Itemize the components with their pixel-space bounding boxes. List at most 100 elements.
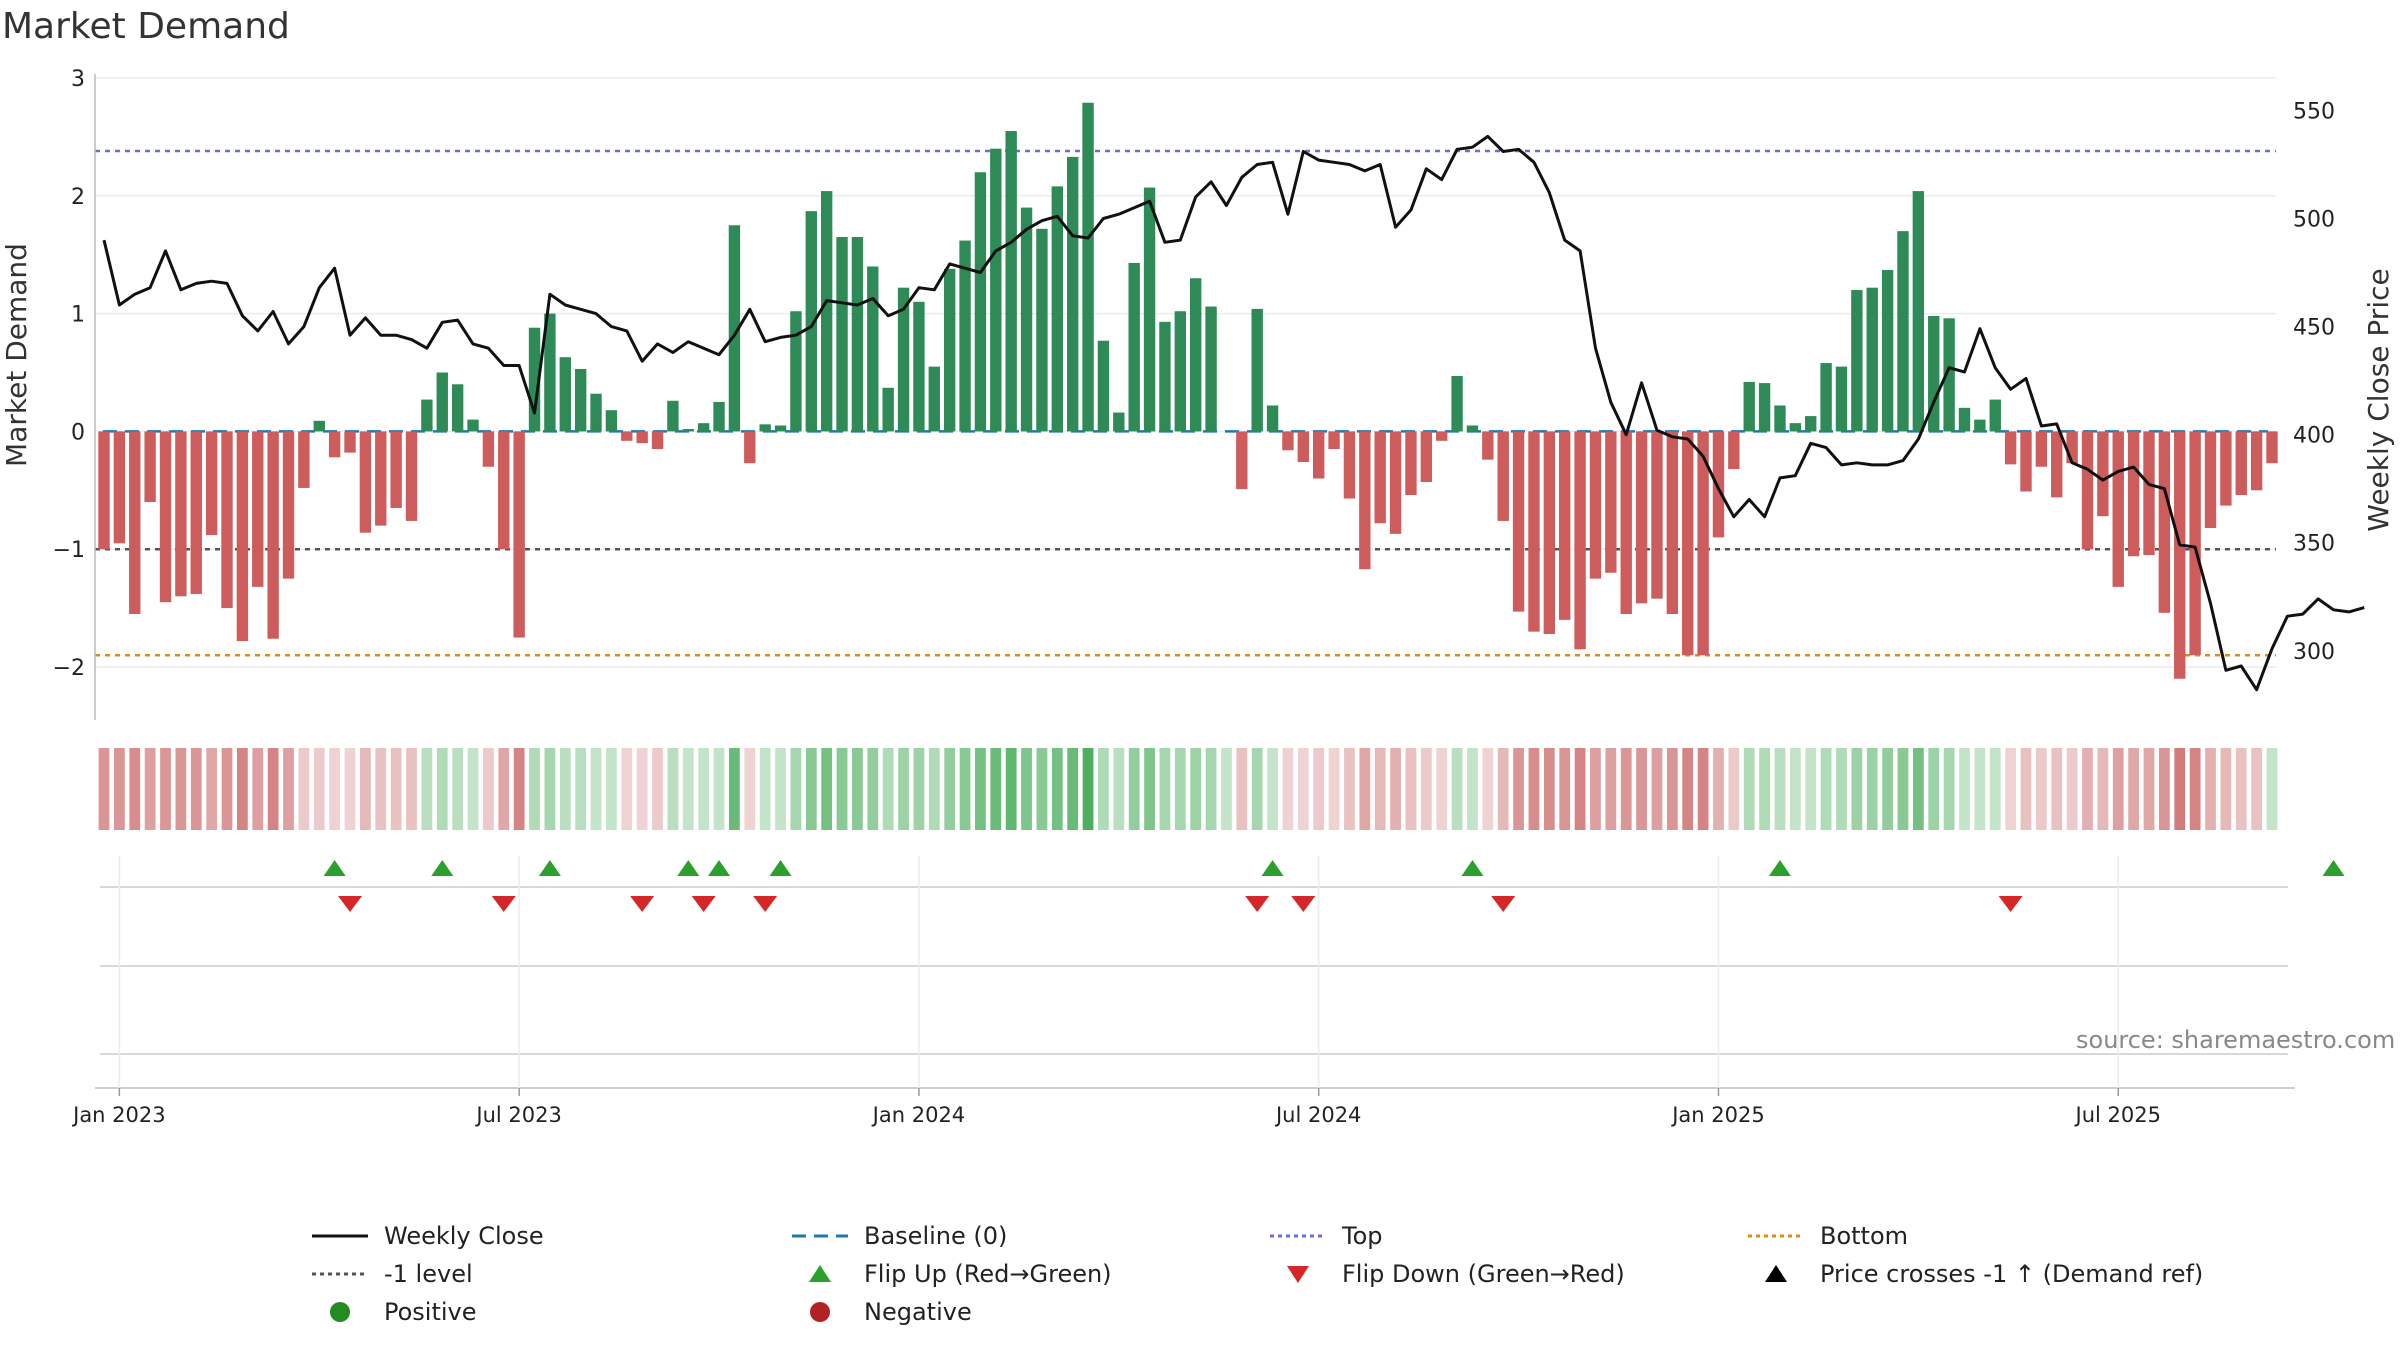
heat-cell <box>975 748 986 830</box>
flip-up-marker <box>677 860 700 876</box>
demand-bar <box>1466 425 1479 432</box>
legend-label: -1 level <box>384 1260 473 1288</box>
demand-bar <box>1881 270 1894 432</box>
triangle-up-icon <box>1765 1265 1787 1282</box>
demand-bar <box>2174 431 2186 679</box>
legend-weekly-close: Weekly Close <box>308 1222 544 1250</box>
demand-bar <box>1128 262 1140 432</box>
x-tick-label: Jul 2023 <box>474 1103 561 1127</box>
heat-cell <box>375 748 387 830</box>
legend-price-cross: Price crosses -1 ↑ (Demand ref) <box>1744 1260 2203 1288</box>
heat-cell <box>667 748 679 830</box>
x-tick-label: Jul 2024 <box>1274 1103 1361 1127</box>
heat-cell <box>1236 748 1248 830</box>
heat-cell <box>1789 748 1801 830</box>
legend-minus1: -1 level <box>308 1260 473 1288</box>
demand-bar <box>1743 381 1755 432</box>
y2-tick-label: 350 <box>2293 532 2335 557</box>
heat-cell <box>313 748 325 830</box>
demand-bar <box>805 211 817 432</box>
heat-cell <box>1959 748 1970 830</box>
heat-cell <box>2266 748 2278 830</box>
heat-cell <box>1113 748 1125 830</box>
demand-bar <box>713 401 725 432</box>
heat-cell <box>590 748 602 830</box>
demand-bar <box>1728 431 1740 470</box>
heat-cell <box>1021 748 1032 830</box>
demand-bar <box>252 431 264 587</box>
y-tick-label: 1 <box>71 303 85 328</box>
heat-cell <box>2158 748 2170 830</box>
flip-down-marker <box>1291 896 1316 912</box>
heat-cell <box>575 748 587 830</box>
heat-cell <box>1759 748 1770 830</box>
heat-cell <box>390 748 402 830</box>
legend-label: Bottom <box>1820 1222 1909 1250</box>
heat-cell <box>1528 748 1540 830</box>
demand-bar <box>1912 191 1925 432</box>
demand-bar <box>1097 340 1110 432</box>
demand-bar <box>574 368 587 432</box>
legend-label: Price crosses -1 ↑ (Demand ref) <box>1820 1260 2204 1288</box>
heat-cell <box>544 748 556 830</box>
y-tick-label: 2 <box>71 185 85 210</box>
heat-cell <box>1697 748 1709 830</box>
demand-bar <box>190 431 202 594</box>
heat-cell <box>129 748 141 830</box>
heat-cell <box>1543 748 1555 830</box>
heat-cell <box>1866 748 1878 830</box>
heat-cell <box>1774 748 1786 830</box>
heat-cell <box>621 748 633 830</box>
heat-cell <box>1728 748 1740 830</box>
source-credit: source: sharemaestro.com <box>2076 1026 2396 1054</box>
heat-cell <box>2051 748 2063 830</box>
heat-cell <box>1851 748 1863 830</box>
x-axis: Jan 2023 Jul 2023 Jan 2024 Jul 2024 Jan 2025… <box>71 856 2161 1127</box>
demand-bar <box>2081 431 2094 550</box>
demand-bar <box>1482 431 1494 460</box>
demand-bar <box>1405 431 1417 496</box>
demand-bar <box>2158 431 2171 613</box>
heat-cell <box>1390 748 1401 830</box>
heat-cell <box>206 748 218 830</box>
heat-cell <box>1605 748 1617 830</box>
demand-bar <box>1389 431 1402 534</box>
demand-bar <box>682 429 694 432</box>
flip-up-marker <box>1461 860 1484 876</box>
heat-cell <box>2082 748 2093 830</box>
demand-bar <box>390 431 402 508</box>
demand-bar <box>1820 363 1832 432</box>
heat-cell <box>1098 748 1109 830</box>
demand-bar <box>590 393 602 432</box>
heat-cell <box>1805 748 1817 830</box>
demand-bar <box>867 266 879 432</box>
heat-cell <box>1743 748 1755 830</box>
demand-bar <box>1543 431 1556 635</box>
demand-bar <box>1497 431 1509 521</box>
heat-cell <box>1574 748 1586 830</box>
demand-bar <box>405 431 418 521</box>
heat-cell <box>1144 748 1155 830</box>
y-tick-label: 0 <box>71 420 85 445</box>
demand-bar <box>1359 431 1371 570</box>
heat-cell <box>1590 748 1601 830</box>
legend-flip-up: Flip Up (Red→Green) <box>788 1260 1112 1288</box>
demand-bar <box>1297 431 1310 463</box>
demand-bar <box>2035 431 2048 467</box>
y2-tick-label: 300 <box>2293 640 2335 665</box>
heat-cell <box>1067 748 1079 830</box>
heat-cell <box>1974 748 1986 830</box>
heat-cell <box>498 748 510 830</box>
demand-bar <box>375 431 387 526</box>
legend-negative: Negative <box>788 1298 972 1326</box>
demand-bar <box>1958 407 1971 432</box>
heat-cell <box>483 748 494 830</box>
heat-cell <box>2005 748 2016 830</box>
demand-bar <box>313 420 325 432</box>
heat-cell <box>329 748 341 830</box>
demand-bar <box>2020 431 2032 492</box>
heat-cell <box>898 748 909 830</box>
heat-cell <box>1267 748 1278 830</box>
legend-baseline: Baseline (0) <box>788 1222 1007 1250</box>
legend-bottom: Bottom <box>1744 1222 1908 1250</box>
